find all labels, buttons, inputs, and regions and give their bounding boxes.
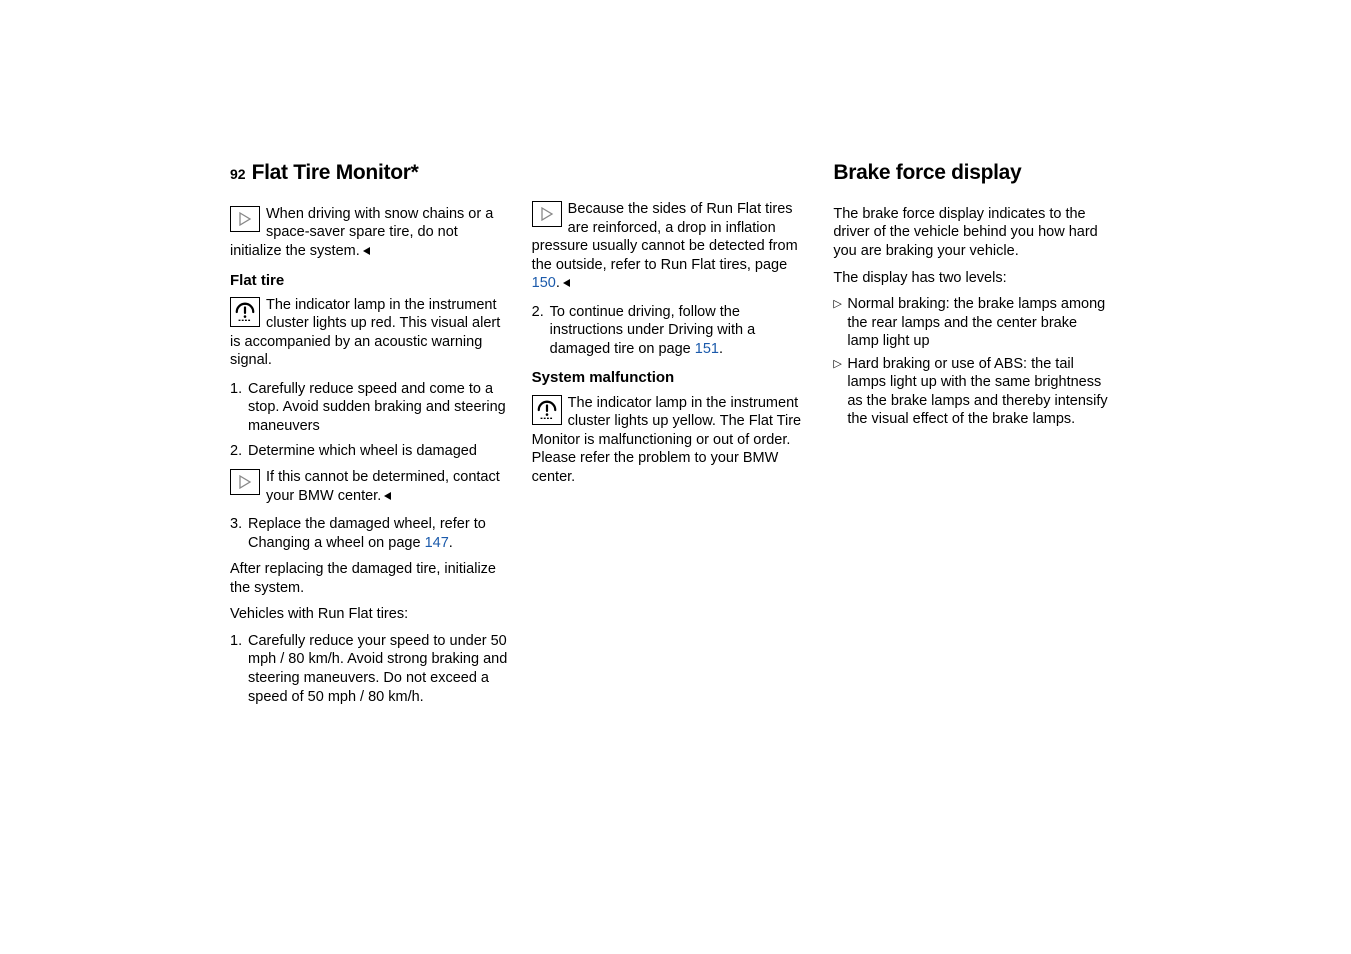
title-row: 92 Flat Tire Monitor*: [230, 160, 508, 187]
heading-flat-tire: Flat tire: [230, 271, 508, 290]
paragraph-runflat-intro: Vehicles with Run Flat tires:: [230, 605, 508, 624]
note-runflat-sides: Because the sides of Run Flat tires are …: [532, 200, 810, 293]
list-num: 3.: [230, 515, 242, 534]
list-item: 2. Determine which wheel is damaged: [230, 442, 508, 461]
page-title-2: Brake force display: [833, 160, 1111, 187]
paragraph-after-replace: After replacing the damaged tire, initia…: [230, 560, 508, 597]
warning-exclaim-icon: [230, 297, 260, 327]
note-text-pre: Because the sides of Run Flat tires are …: [532, 201, 798, 273]
page-link-150[interactable]: 150: [532, 275, 556, 291]
list-item: Normal braking: the brake lamps among th…: [833, 295, 1111, 351]
end-mark-icon: [562, 278, 572, 288]
page-link-151[interactable]: 151: [695, 341, 719, 357]
warning-red-indicator: The indicator lamp in the instrument clu…: [230, 296, 508, 370]
list-num: 1.: [230, 380, 242, 399]
triangle-play-icon: [532, 201, 562, 227]
list-text-post: .: [719, 341, 723, 357]
list-num: 2.: [532, 303, 544, 322]
list-item: 1. Carefully reduce your speed to under 5…: [230, 632, 508, 706]
heading-system-malfunction: System malfunction: [532, 368, 810, 387]
list-text: Carefully reduce your speed to under 50 …: [248, 633, 507, 705]
list-text: Carefully reduce speed and come to a sto…: [248, 381, 506, 434]
paragraph-two-levels: The display has two levels:: [833, 269, 1111, 288]
end-mark-icon: [362, 246, 372, 256]
list-num: 2.: [230, 442, 242, 461]
list-item: Hard braking or use of ABS: the tail lam…: [833, 355, 1111, 429]
bullet-list: Normal braking: the brake lamps among th…: [833, 295, 1111, 429]
column-1: 92 Flat Tire Monitor* When driving with …: [230, 160, 508, 714]
note-snow-chains: When driving with snow chains or a space…: [230, 205, 508, 261]
list-text: Normal braking: the brake lamps among th…: [847, 296, 1105, 349]
list-text: Hard braking or use of ABS: the tail lam…: [847, 356, 1107, 428]
paragraph-brake-desc: The brake force display indicates to the…: [833, 205, 1111, 261]
list-text-pre: To continue driving, follow the instruct…: [550, 304, 756, 357]
column-3: Brake force display The brake force disp…: [833, 160, 1111, 714]
note-contact-center: If this cannot be determined, contact yo…: [230, 468, 508, 505]
column-2: Because the sides of Run Flat tires are …: [532, 160, 810, 714]
warning-yellow-indicator: The indicator lamp in the instrument clu…: [532, 394, 810, 487]
list-item: 3.Replace the damaged wheel, refer to Ch…: [230, 515, 508, 552]
page-number: 92: [230, 166, 246, 184]
page-content: 92 Flat Tire Monitor* When driving with …: [230, 160, 1111, 714]
list-item: 2. To continue driving, follow the instru…: [532, 303, 810, 359]
list-text: Determine which wheel is damaged: [248, 443, 477, 459]
ordered-list-1: 1. Carefully reduce speed and come to a s…: [230, 380, 508, 460]
triangle-play-icon: [230, 206, 260, 232]
warning-exclaim-icon: [532, 395, 562, 425]
note-text-post: .: [556, 275, 560, 291]
page-title-1: Flat Tire Monitor*: [252, 160, 419, 187]
end-mark-icon: [383, 491, 393, 501]
triangle-play-icon: [230, 469, 260, 495]
list-item: 1. Carefully reduce speed and come to a s…: [230, 380, 508, 436]
warning-text: The indicator lamp in the instrument clu…: [532, 395, 801, 485]
ordered-list-4: 2. To continue driving, follow the instru…: [532, 303, 810, 359]
warning-text: The indicator lamp in the instrument clu…: [230, 297, 500, 369]
ordered-list-2: 3.Replace the damaged wheel, refer to Ch…: [230, 515, 508, 552]
list-text-post: .: [449, 535, 453, 551]
ordered-list-3: 1. Carefully reduce your speed to under 5…: [230, 632, 508, 706]
page-link-147[interactable]: 147: [425, 535, 449, 551]
list-num: 1.: [230, 632, 242, 651]
